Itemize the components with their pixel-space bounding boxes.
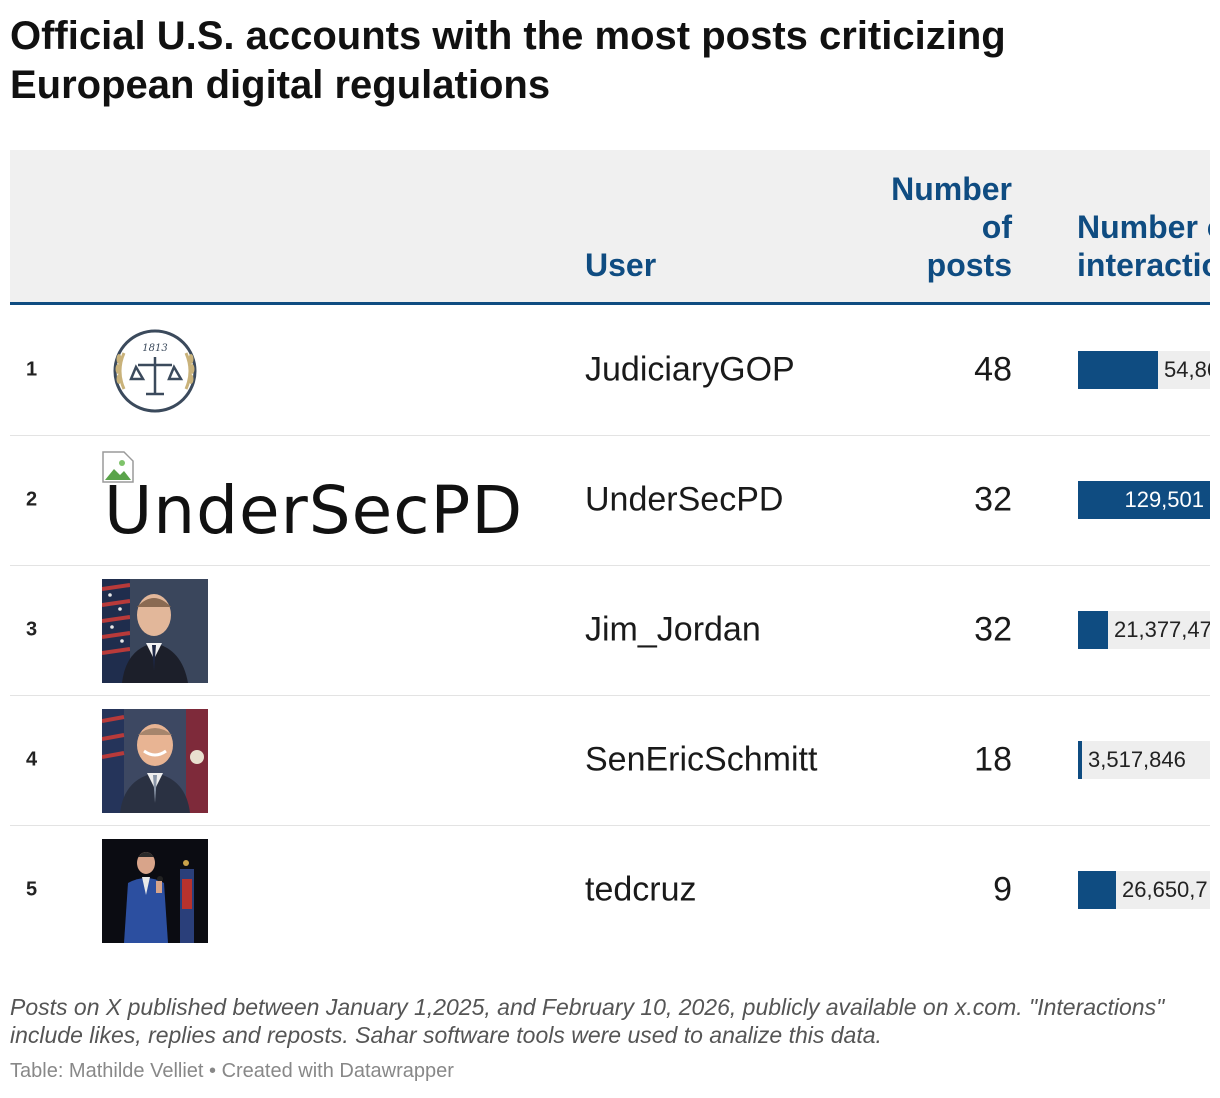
interactions-value: 21,377,47 <box>1114 617 1210 642</box>
header-interactions-line: Number of <box>1077 209 1210 245</box>
rank-number: 5 <box>26 878 38 901</box>
user-name[interactable]: SenEricSchmitt <box>585 740 818 779</box>
posts-count: 48 <box>974 350 1012 389</box>
table-header: User Number of posts Number of interacti… <box>10 150 1210 305</box>
ted-cruz-photo <box>102 839 208 943</box>
interactions-bar <box>1078 611 1108 649</box>
posts-count: 18 <box>974 740 1012 779</box>
user-name[interactable]: Jim_Jordan <box>585 610 761 649</box>
header-posts-line: posts <box>926 247 1012 283</box>
interactions-value: 129,501 <box>1124 487 1204 512</box>
rank-number: 3 <box>26 618 38 641</box>
data-table: User Number of posts Number of interacti… <box>10 150 1210 955</box>
interactions-value: 26,650,7 <box>1122 877 1208 902</box>
interactions-bar <box>1078 741 1082 779</box>
chart-source[interactable]: Table: Mathilde Velliet • Created with D… <box>10 1060 454 1082</box>
header-interactions[interactable]: Number of interactions <box>1077 208 1210 284</box>
header-posts-line: Number <box>891 171 1012 207</box>
table-row: 4 SenEricSchmitt 18 <box>10 695 1210 826</box>
posts-count: 32 <box>974 610 1012 649</box>
user-name[interactable]: tedcruz <box>585 870 697 909</box>
posts-count: 9 <box>993 870 1012 909</box>
header-posts-line: of <box>981 209 1012 245</box>
table-row: 3 <box>10 565 1210 696</box>
table-row: 1 1813 <box>10 305 1210 436</box>
interactions-bar-track: 26,650,7 <box>1078 871 1210 909</box>
interactions-bar-track: 3,517,846 <box>1078 741 1210 779</box>
chart-notes: Posts on X published between January 1,2… <box>10 994 1165 1048</box>
eric-schmitt-photo <box>102 709 208 813</box>
interactions-bar-track: 21,377,47 <box>1078 611 1210 649</box>
user-name[interactable]: UnderSecPD <box>585 480 784 519</box>
user-name[interactable]: JudiciaryGOP <box>585 350 795 389</box>
interactions-bar <box>1078 351 1158 389</box>
interactions-bar <box>1078 481 1210 519</box>
posts-count: 32 <box>974 480 1012 519</box>
rank-number: 1 <box>26 358 38 381</box>
header-user[interactable]: User <box>585 247 657 283</box>
interactions-bar-track: 54,86 <box>1078 351 1210 389</box>
chart-title: Official U.S. accounts with the most pos… <box>10 14 1006 107</box>
broken-image-icon <box>102 451 134 483</box>
interactions-bar-track: 129,501 <box>1078 481 1210 519</box>
header-interactions-line: interactions <box>1077 247 1210 283</box>
interactions-value: 54,86 <box>1164 357 1210 382</box>
interactions-bar <box>1078 871 1116 909</box>
logo-year: 1813 <box>142 343 167 354</box>
rank-number: 4 <box>26 748 38 771</box>
image-alt-text: UnderSecPD <box>104 473 524 549</box>
jim-jordan-photo <box>102 579 208 683</box>
judiciary-logo-image: 1813 <box>102 319 208 423</box>
table-row: 2 UnderSecPD UnderSecPD 32 129,501 <box>10 435 1210 566</box>
interactions-value: 3,517,846 <box>1088 747 1186 772</box>
header-posts[interactable]: Number of posts <box>812 170 1012 284</box>
table-row: 5 tedcruz 9 26,650,7 <box>10 825 1210 955</box>
rank-number: 2 <box>26 488 38 511</box>
